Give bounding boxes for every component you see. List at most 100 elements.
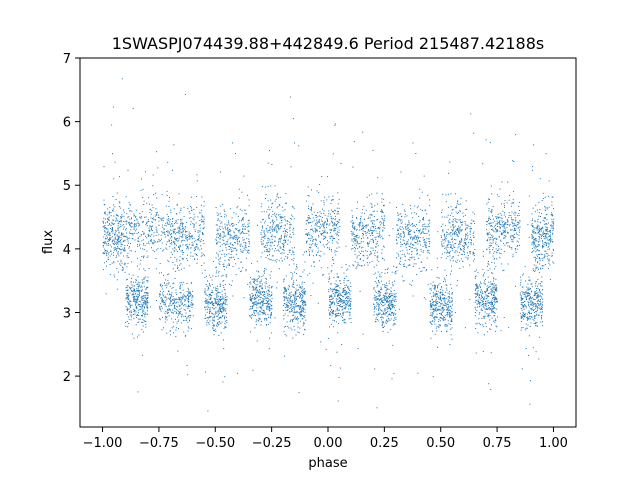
data-point bbox=[222, 315, 224, 316]
data-point bbox=[337, 309, 339, 311]
data-point bbox=[302, 299, 304, 301]
data-point bbox=[144, 295, 146, 297]
data-point bbox=[354, 243, 356, 245]
data-point bbox=[179, 247, 180, 249]
data-point bbox=[271, 230, 273, 232]
data-point bbox=[121, 215, 123, 217]
data-point bbox=[250, 316, 252, 318]
data-point bbox=[136, 224, 137, 226]
data-point bbox=[332, 238, 334, 240]
data-point bbox=[451, 298, 453, 300]
data-point bbox=[166, 231, 167, 232]
data-point bbox=[211, 295, 213, 296]
data-point bbox=[137, 297, 138, 299]
data-point bbox=[410, 230, 412, 232]
data-point bbox=[448, 310, 450, 312]
data-point bbox=[119, 202, 121, 204]
data-point bbox=[129, 310, 131, 312]
data-point bbox=[346, 296, 348, 298]
data-point bbox=[302, 318, 304, 320]
data-point bbox=[402, 239, 404, 241]
data-point bbox=[423, 226, 425, 228]
data-point bbox=[337, 285, 339, 287]
data-point bbox=[183, 227, 184, 229]
data-point bbox=[364, 225, 366, 227]
data-point bbox=[127, 242, 129, 244]
data-point bbox=[417, 236, 419, 238]
data-point bbox=[328, 307, 330, 309]
data-point bbox=[383, 310, 385, 312]
data-point bbox=[159, 308, 161, 310]
data-point bbox=[329, 301, 331, 302]
data-point bbox=[156, 214, 158, 216]
data-point bbox=[162, 250, 164, 252]
data-point bbox=[384, 286, 386, 288]
data-point bbox=[260, 303, 262, 305]
data-point bbox=[437, 301, 439, 303]
data-point bbox=[315, 242, 317, 244]
data-point bbox=[152, 225, 153, 227]
data-point bbox=[219, 233, 221, 235]
data-point bbox=[300, 301, 302, 303]
data-point bbox=[150, 239, 152, 241]
data-point bbox=[135, 303, 137, 305]
data-point bbox=[221, 298, 223, 300]
data-point bbox=[250, 298, 252, 300]
data-point bbox=[328, 210, 330, 212]
data-point bbox=[203, 201, 205, 203]
data-point bbox=[262, 303, 264, 305]
data-point bbox=[172, 268, 174, 270]
data-point bbox=[216, 296, 218, 298]
data-point bbox=[180, 219, 182, 221]
data-point bbox=[360, 242, 362, 244]
data-point bbox=[227, 230, 229, 232]
data-point bbox=[369, 240, 371, 242]
data-point bbox=[292, 283, 294, 285]
data-point bbox=[376, 232, 378, 234]
data-point bbox=[334, 224, 336, 226]
data-point bbox=[367, 237, 369, 239]
data-point bbox=[154, 215, 156, 217]
data-point bbox=[451, 265, 452, 267]
data-point bbox=[308, 222, 310, 224]
data-point bbox=[328, 276, 330, 278]
data-point bbox=[229, 236, 231, 238]
data-point bbox=[163, 303, 165, 305]
data-point bbox=[393, 313, 395, 315]
data-point bbox=[336, 207, 338, 209]
data-point bbox=[155, 219, 156, 221]
data-point bbox=[258, 317, 260, 319]
data-point bbox=[387, 267, 389, 269]
data-point bbox=[430, 283, 432, 285]
data-point bbox=[170, 294, 172, 295]
data-point bbox=[256, 305, 258, 307]
data-point bbox=[127, 308, 129, 310]
data-point bbox=[409, 249, 411, 250]
data-point bbox=[331, 270, 333, 272]
data-point bbox=[395, 273, 397, 275]
data-point bbox=[271, 238, 273, 240]
data-point bbox=[279, 214, 281, 215]
data-point bbox=[145, 235, 147, 237]
data-point bbox=[256, 287, 258, 289]
data-point bbox=[142, 295, 144, 297]
data-point bbox=[344, 311, 346, 313]
data-point bbox=[429, 315, 431, 316]
data-point bbox=[450, 314, 452, 316]
data-point bbox=[291, 285, 293, 287]
data-point bbox=[181, 226, 183, 227]
data-point bbox=[393, 307, 395, 309]
data-point bbox=[353, 238, 355, 240]
data-point bbox=[278, 229, 280, 231]
data-point bbox=[185, 244, 187, 246]
data-point bbox=[301, 281, 303, 283]
data-point bbox=[378, 280, 379, 281]
data-point bbox=[271, 308, 273, 310]
data-point bbox=[199, 227, 201, 229]
data-point bbox=[282, 206, 283, 208]
data-point bbox=[390, 304, 392, 306]
data-point bbox=[401, 219, 403, 221]
data-point bbox=[213, 329, 214, 331]
data-point bbox=[384, 215, 385, 217]
data-point bbox=[353, 227, 355, 229]
